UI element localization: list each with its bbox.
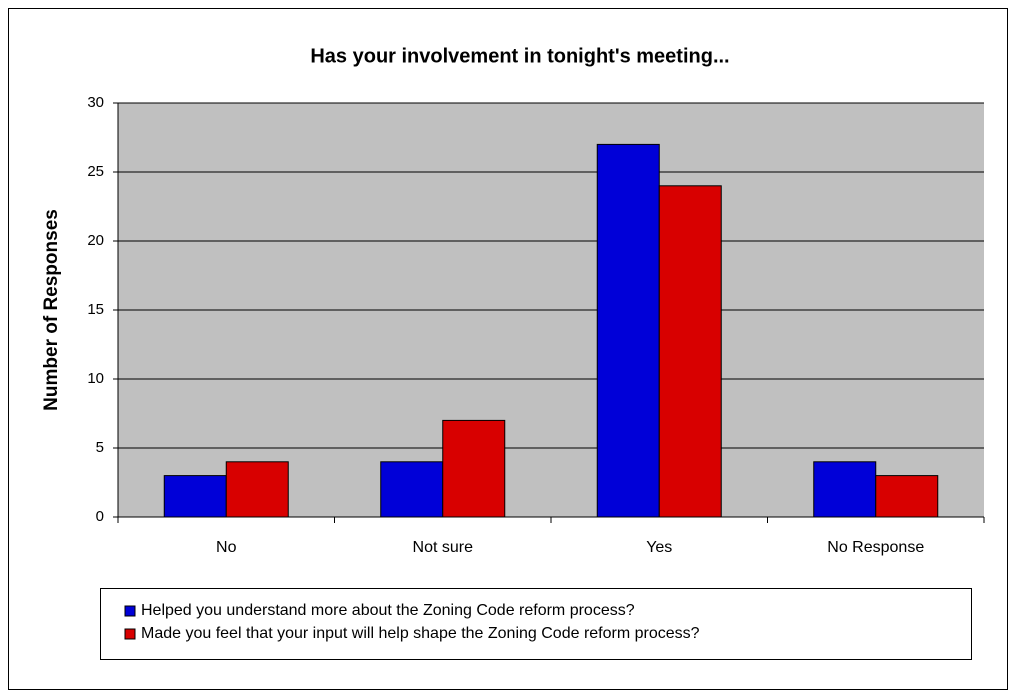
- x-tick-label: No Response: [827, 539, 924, 556]
- x-tick-label: Yes: [646, 539, 672, 556]
- legend-label: Helped you understand more about the Zon…: [141, 602, 635, 619]
- y-tick-label: 0: [96, 508, 104, 525]
- bar: [163, 475, 227, 518]
- legend-swatch: [124, 605, 136, 617]
- y-tick-label: 25: [87, 163, 104, 180]
- y-tick-label: 10: [87, 370, 104, 387]
- x-tick-label: Not sure: [413, 539, 474, 556]
- y-axis-label: Number of Responses: [41, 209, 62, 411]
- bar: [875, 475, 939, 518]
- y-tick-label: 5: [96, 439, 104, 456]
- y-tick-label: 20: [87, 232, 104, 249]
- chart-title: Has your involvement in tonight's meetin…: [310, 45, 729, 67]
- x-tick-label: No: [216, 539, 237, 556]
- legend-box: [100, 588, 972, 660]
- bar: [596, 143, 660, 518]
- legend-label: Made you feel that your input will help …: [141, 625, 700, 642]
- y-tick-label: 15: [87, 301, 104, 318]
- y-tick-label: 30: [87, 94, 104, 111]
- legend-swatch: [124, 628, 136, 640]
- bar: [380, 461, 444, 518]
- bar: [442, 419, 506, 518]
- bar: [658, 185, 722, 518]
- bar: [813, 461, 877, 518]
- bar: [225, 461, 289, 518]
